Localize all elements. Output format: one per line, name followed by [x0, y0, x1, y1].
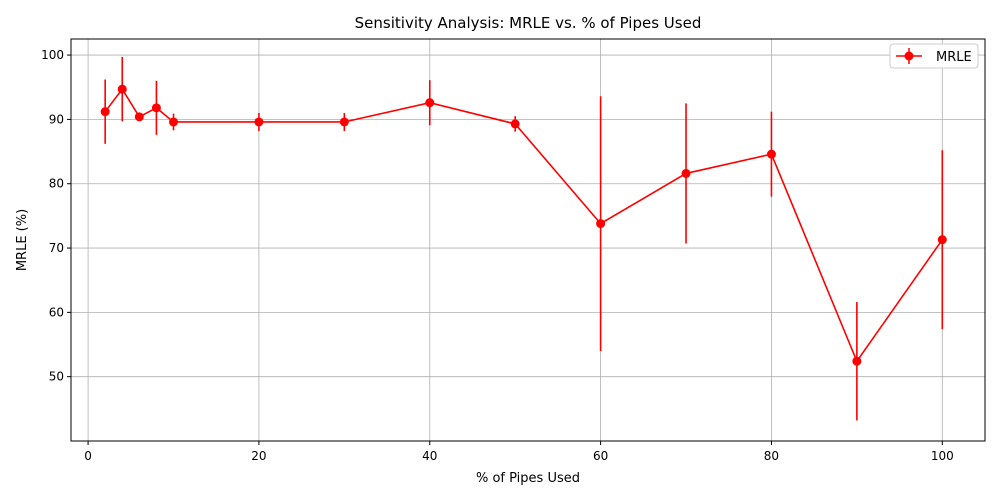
- chart-title: Sensitivity Analysis: MRLE vs. % of Pipe…: [355, 14, 702, 32]
- data-point: [254, 117, 264, 127]
- data-point: [596, 219, 606, 229]
- series-line: [104, 87, 943, 363]
- legend: MRLE: [889, 43, 979, 69]
- legend-box: [889, 43, 979, 69]
- data-point: [766, 149, 776, 159]
- y-axis-label: MRLE (%): [15, 209, 30, 271]
- plot-area-frame: [70, 38, 986, 442]
- data-point: [100, 107, 110, 117]
- grid: [71, 39, 985, 441]
- data-point: [151, 103, 161, 113]
- x-axis-label: % of Pipes Used: [476, 471, 580, 486]
- data-layer: [100, 57, 947, 421]
- x-tick-label: 100: [931, 449, 954, 463]
- legend-marker: [904, 51, 914, 61]
- y-tick-label: 50: [49, 370, 64, 384]
- y-tick-label: 70: [49, 241, 64, 255]
- data-point: [852, 356, 862, 366]
- data-point: [134, 112, 144, 122]
- legend-label: MRLE: [936, 50, 972, 65]
- x-tick-label: 40: [422, 449, 437, 463]
- data-point: [937, 235, 947, 245]
- y-tick-label: 80: [49, 177, 64, 191]
- x-axis: 0 20 40 60 80 100: [84, 441, 954, 463]
- x-tick-label: 60: [593, 449, 608, 463]
- data-point: [510, 119, 520, 129]
- data-point: [425, 98, 435, 108]
- x-tick-label: 80: [764, 449, 779, 463]
- x-tick-label: 0: [84, 449, 92, 463]
- data-point: [681, 168, 691, 178]
- data-point: [169, 117, 179, 127]
- data-point: [117, 84, 127, 94]
- x-tick-label: 20: [251, 449, 266, 463]
- y-tick-label: 90: [49, 112, 64, 126]
- y-tick-label: 100: [41, 48, 64, 62]
- y-tick-label: 60: [49, 305, 64, 319]
- y-axis: 50 60 70 80 90 100: [41, 48, 71, 384]
- data-point: [339, 117, 349, 127]
